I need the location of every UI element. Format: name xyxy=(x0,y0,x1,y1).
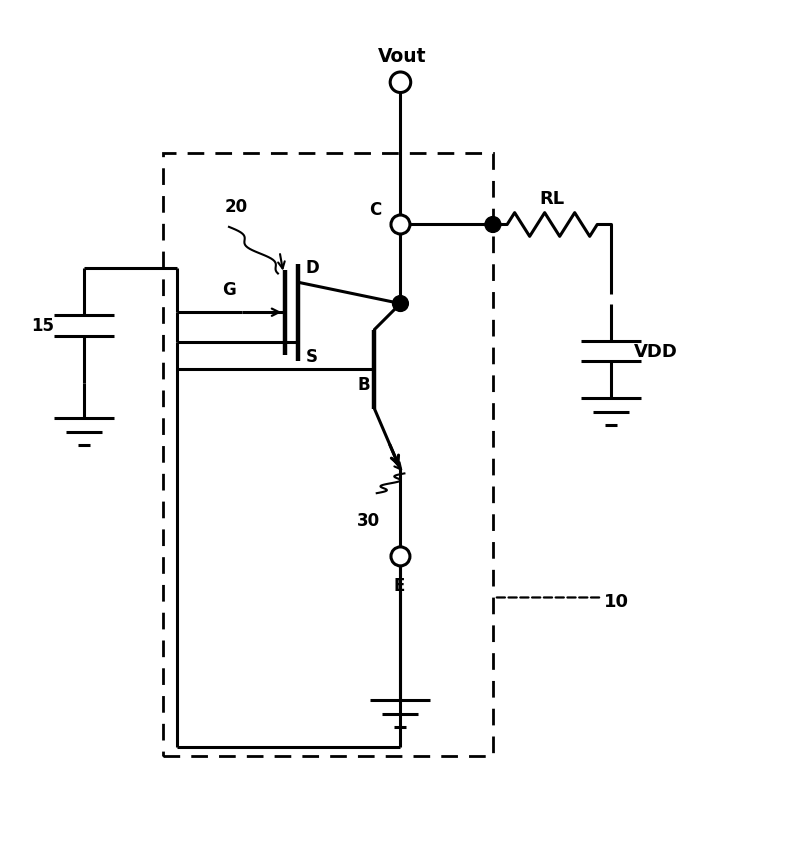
Text: 15: 15 xyxy=(32,316,55,335)
Text: G: G xyxy=(222,281,236,299)
Text: E: E xyxy=(393,577,404,595)
Text: C: C xyxy=(369,201,381,219)
Text: 20: 20 xyxy=(225,198,248,216)
Text: 30: 30 xyxy=(358,511,381,529)
Text: VDD: VDD xyxy=(634,343,677,361)
Text: D: D xyxy=(305,258,320,276)
Circle shape xyxy=(485,218,501,233)
Text: 10: 10 xyxy=(604,593,630,611)
Text: B: B xyxy=(358,376,370,394)
Bar xyxy=(163,154,493,757)
Text: S: S xyxy=(305,347,318,366)
Text: Vout: Vout xyxy=(377,47,427,66)
Circle shape xyxy=(393,296,408,312)
Text: RL: RL xyxy=(539,190,565,208)
